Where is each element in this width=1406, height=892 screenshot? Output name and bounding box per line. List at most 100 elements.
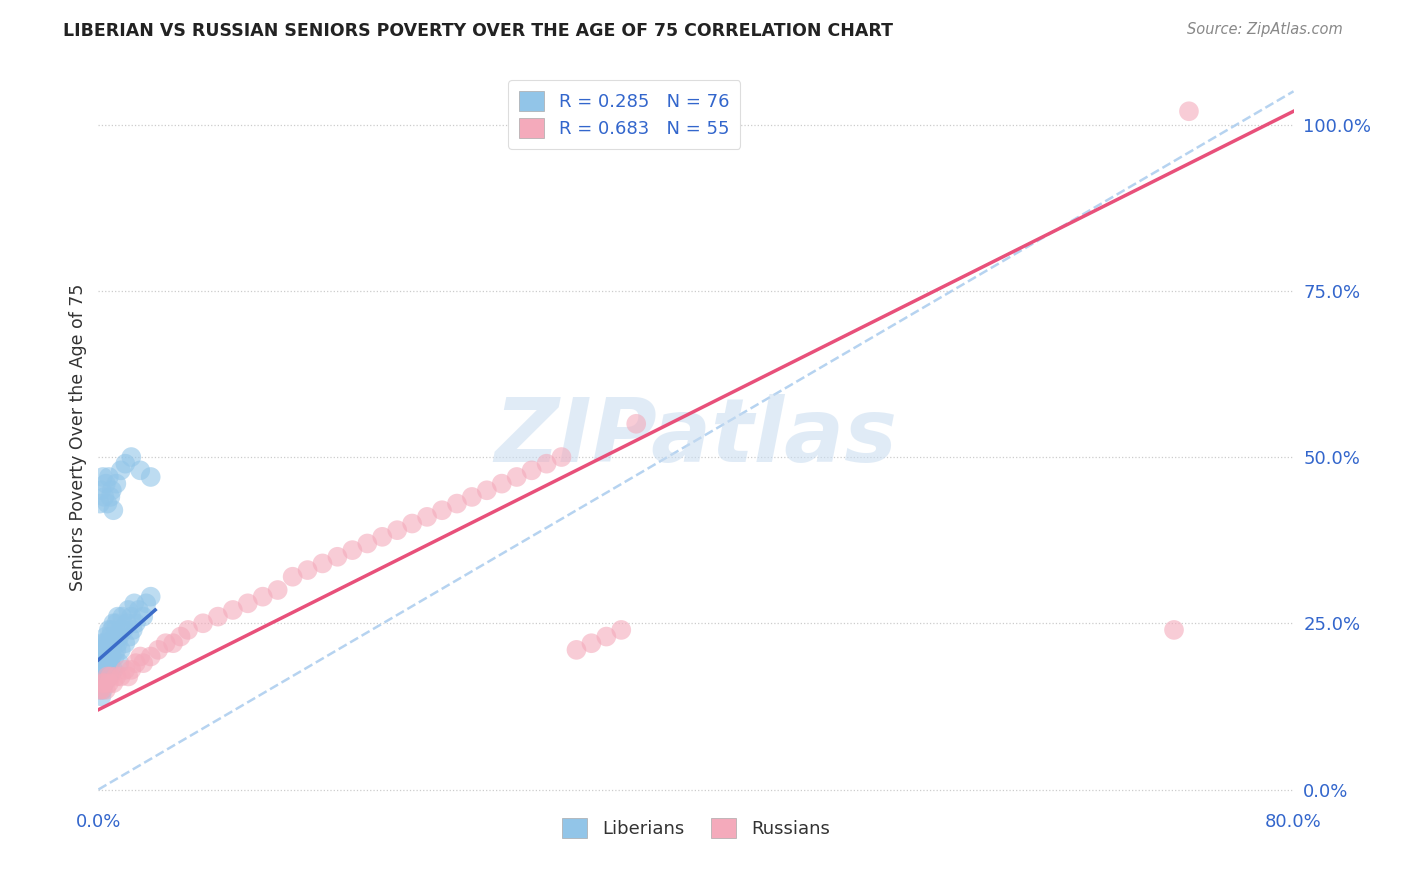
- Point: [103, 503, 125, 517]
- Point: [97, 470, 120, 484]
- Point: [98, 669, 122, 683]
- Text: ZIPatlas: ZIPatlas: [495, 393, 897, 481]
- Point: [90, 636, 112, 650]
- Point: [595, 630, 617, 644]
- Point: [90, 656, 112, 670]
- Point: [117, 669, 139, 683]
- Point: [416, 509, 439, 524]
- Point: [104, 630, 127, 644]
- Point: [128, 603, 150, 617]
- Point: [96, 636, 118, 650]
- Point: [89, 643, 111, 657]
- Point: [155, 636, 177, 650]
- Point: [91, 649, 114, 664]
- Point: [91, 682, 114, 697]
- Point: [297, 563, 319, 577]
- Point: [491, 476, 513, 491]
- Point: [93, 636, 115, 650]
- Text: Source: ZipAtlas.com: Source: ZipAtlas.com: [1187, 22, 1343, 37]
- Point: [105, 616, 128, 631]
- Point: [252, 590, 274, 604]
- Point: [94, 682, 117, 697]
- Point: [108, 630, 131, 644]
- Point: [120, 450, 142, 464]
- Point: [117, 603, 139, 617]
- Point: [581, 636, 603, 650]
- Point: [536, 457, 558, 471]
- Point: [97, 676, 120, 690]
- Point: [94, 656, 117, 670]
- Point: [267, 582, 290, 597]
- Point: [98, 630, 122, 644]
- Point: [520, 463, 543, 477]
- Point: [565, 643, 588, 657]
- Point: [114, 636, 136, 650]
- Point: [101, 623, 124, 637]
- Point: [1163, 623, 1185, 637]
- Point: [98, 656, 122, 670]
- Point: [118, 630, 141, 644]
- Point: [311, 557, 333, 571]
- Point: [101, 649, 124, 664]
- Point: [94, 669, 117, 683]
- Point: [430, 503, 453, 517]
- Point: [93, 663, 115, 677]
- Point: [475, 483, 498, 498]
- Point: [89, 682, 111, 697]
- Point: [281, 570, 304, 584]
- Point: [1178, 104, 1201, 119]
- Point: [112, 623, 135, 637]
- Point: [356, 536, 378, 550]
- Point: [103, 616, 125, 631]
- Point: [107, 636, 129, 650]
- Point: [626, 417, 648, 431]
- Point: [93, 676, 115, 690]
- Point: [91, 669, 114, 683]
- Point: [89, 669, 111, 683]
- Point: [114, 663, 136, 677]
- Point: [446, 497, 468, 511]
- Point: [124, 596, 146, 610]
- Point: [93, 490, 115, 504]
- Point: [96, 663, 118, 677]
- Point: [461, 490, 484, 504]
- Point: [107, 609, 129, 624]
- Point: [129, 463, 152, 477]
- Point: [114, 457, 136, 471]
- Point: [110, 463, 132, 477]
- Point: [105, 643, 128, 657]
- Point: [125, 616, 148, 631]
- Point: [93, 649, 115, 664]
- Point: [97, 623, 120, 637]
- Point: [103, 676, 125, 690]
- Point: [96, 669, 118, 683]
- Point: [110, 669, 132, 683]
- Point: [105, 476, 128, 491]
- Point: [132, 656, 155, 670]
- Point: [120, 663, 142, 677]
- Point: [105, 669, 128, 683]
- Point: [401, 516, 423, 531]
- Point: [98, 490, 122, 504]
- Point: [236, 596, 259, 610]
- Point: [139, 470, 162, 484]
- Y-axis label: Seniors Poverty Over the Age of 75: Seniors Poverty Over the Age of 75: [69, 284, 87, 591]
- Point: [326, 549, 349, 564]
- Point: [91, 676, 114, 690]
- Point: [90, 676, 112, 690]
- Point: [108, 656, 131, 670]
- Point: [115, 616, 138, 631]
- Point: [98, 643, 122, 657]
- Point: [93, 676, 115, 690]
- Point: [177, 623, 200, 637]
- Point: [120, 609, 142, 624]
- Point: [89, 682, 111, 697]
- Point: [135, 596, 157, 610]
- Point: [506, 470, 529, 484]
- Point: [125, 656, 148, 670]
- Point: [96, 497, 118, 511]
- Point: [90, 682, 112, 697]
- Point: [162, 636, 184, 650]
- Point: [91, 470, 114, 484]
- Point: [385, 523, 409, 537]
